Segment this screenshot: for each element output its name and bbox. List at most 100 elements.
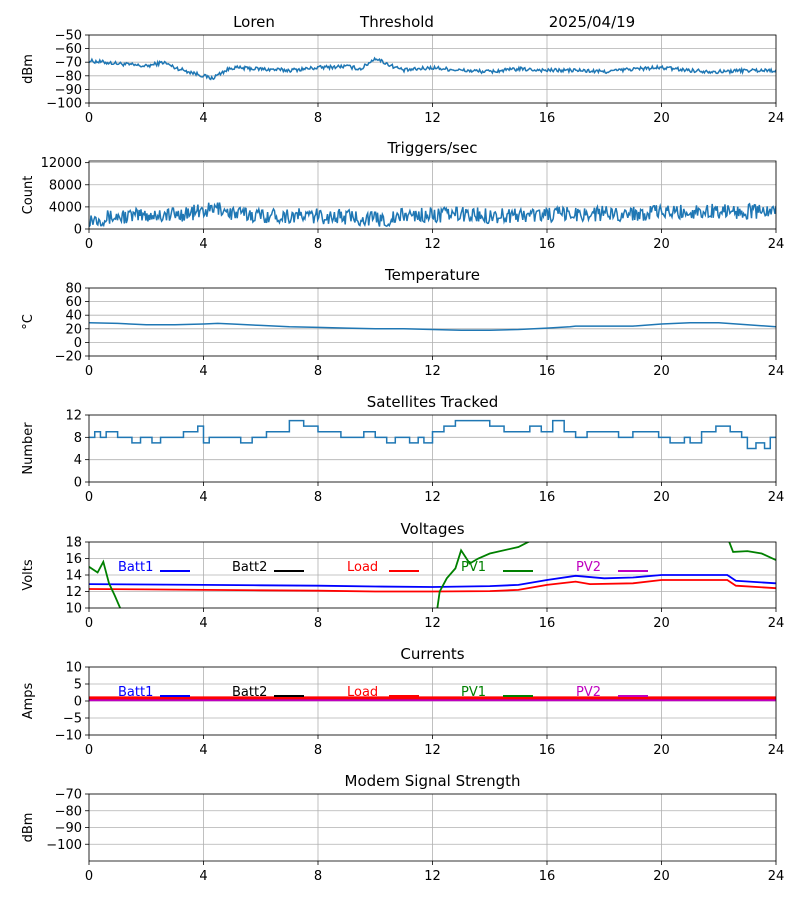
chart-mode: Threshold xyxy=(359,13,434,31)
voltages-ylabel: Volts xyxy=(21,559,36,591)
triggers-data xyxy=(89,202,776,228)
x-tick-label: 20 xyxy=(653,490,670,505)
x-tick-label: 4 xyxy=(199,111,207,126)
y-tick-label: 14 xyxy=(65,569,82,584)
y-tick-label: −10 xyxy=(55,729,82,744)
y-tick-label: −20 xyxy=(55,350,82,365)
modem-ylabel: dBm xyxy=(21,813,36,843)
triggers-title: Triggers/sec xyxy=(387,139,478,157)
satellites-ylabel: Number xyxy=(21,422,36,475)
modem-title: Modem Signal Strength xyxy=(345,772,521,790)
y-tick-label: 8 xyxy=(74,431,82,446)
x-tick-label: 16 xyxy=(539,490,556,505)
x-tick-label: 12 xyxy=(424,111,441,126)
y-tick-label: −60 xyxy=(55,42,82,57)
x-tick-label: 12 xyxy=(424,237,441,252)
x-tick-label: 20 xyxy=(653,869,670,884)
x-tick-label: 4 xyxy=(199,869,207,884)
y-tick-label: −5 xyxy=(63,712,82,727)
x-tick-label: 24 xyxy=(768,237,785,252)
y-tick-label: 0 xyxy=(74,223,82,238)
voltages-data xyxy=(89,542,776,608)
x-tick-label: 20 xyxy=(653,364,670,379)
y-tick-label: −90 xyxy=(55,83,82,98)
y-tick-label: −80 xyxy=(55,804,82,819)
x-tick-label: 20 xyxy=(653,743,670,758)
y-tick-label: 4000 xyxy=(49,200,82,215)
x-tick-label: 12 xyxy=(424,490,441,505)
y-tick-label: −80 xyxy=(55,69,82,84)
y-tick-label: 8000 xyxy=(49,178,82,193)
date-label: 2025/04/19 xyxy=(549,13,635,31)
x-tick-label: 12 xyxy=(424,616,441,631)
x-tick-label: 24 xyxy=(768,616,785,631)
y-tick-label: −50 xyxy=(55,29,82,44)
threshold-series-line xyxy=(89,56,776,81)
x-tick-label: 24 xyxy=(768,364,785,379)
x-tick-label: 0 xyxy=(85,237,93,252)
y-tick-label: 80 xyxy=(65,282,82,297)
temperature-series-line xyxy=(89,321,776,331)
y-tick-label: −100 xyxy=(46,838,82,853)
triggers-panel: 0 4 8 12 16 20 24 0 4000 8000 12000 Triggers/sec Cou… xyxy=(21,139,784,252)
x-tick-label: 0 xyxy=(85,616,93,631)
legend-label-batt2: Batt2 xyxy=(232,685,267,700)
y-tick-label: 10 xyxy=(65,661,82,676)
legend-label-pv1: PV1 xyxy=(461,560,486,575)
x-tick-label: 16 xyxy=(539,869,556,884)
x-tick-label: 4 xyxy=(199,364,207,379)
x-tick-label: 0 xyxy=(85,743,93,758)
legend-label-batt2: Batt2 xyxy=(232,560,267,575)
y-tick-label: 0 xyxy=(74,695,82,710)
legend-label-batt1: Batt1 xyxy=(118,685,153,700)
satellites-data xyxy=(89,419,776,450)
x-tick-label: 4 xyxy=(199,616,207,631)
temperature-data xyxy=(89,321,776,331)
x-tick-label: 4 xyxy=(199,743,207,758)
satellites-series-line xyxy=(89,419,776,450)
x-tick-label: 8 xyxy=(314,364,322,379)
y-tick-label: 18 xyxy=(65,536,82,551)
triggers-series-line xyxy=(89,202,776,228)
voltages-series-PV1-part2 xyxy=(728,542,776,561)
temperature-ylabel: °C xyxy=(21,314,36,330)
x-tick-label: 16 xyxy=(539,111,556,126)
y-tick-label: 16 xyxy=(65,552,82,567)
figure-header: Loren Threshold 2025/04/19 xyxy=(233,13,635,31)
satellites-panel: 0 4 8 12 16 20 24 0 4 8 12 Satellites Tracked Number xyxy=(21,393,784,505)
threshold-ylabel: dBm xyxy=(21,54,36,84)
y-tick-label: −100 xyxy=(46,97,82,112)
x-tick-label: 20 xyxy=(653,616,670,631)
x-tick-label: 4 xyxy=(199,237,207,252)
legend-label-pv2: PV2 xyxy=(576,560,601,575)
threshold-data xyxy=(89,56,776,81)
y-tick-label: 0 xyxy=(74,336,82,351)
x-tick-label: 8 xyxy=(314,490,322,505)
y-tick-label: 40 xyxy=(65,309,82,324)
x-tick-label: 0 xyxy=(85,364,93,379)
x-tick-label: 16 xyxy=(539,743,556,758)
x-tick-label: 12 xyxy=(424,869,441,884)
x-tick-label: 0 xyxy=(85,869,93,884)
y-tick-label: −90 xyxy=(55,821,82,836)
voltages-series-Load xyxy=(89,579,776,593)
y-tick-label: −70 xyxy=(55,788,82,803)
x-tick-label: 24 xyxy=(768,869,785,884)
x-tick-label: 20 xyxy=(653,111,670,126)
y-tick-label: 10 xyxy=(65,602,82,617)
y-tick-label: 4 xyxy=(74,453,82,468)
currents-ylabel: Amps xyxy=(21,682,36,719)
x-tick-label: 24 xyxy=(768,490,785,505)
legend-label-batt1: Batt1 xyxy=(118,560,153,575)
triggers-ylabel: Count xyxy=(21,176,36,215)
x-tick-label: 12 xyxy=(424,743,441,758)
x-tick-label: 16 xyxy=(539,364,556,379)
y-tick-label: 5 xyxy=(74,678,82,693)
x-tick-label: 8 xyxy=(314,616,322,631)
voltages-series-PV1-part1 xyxy=(436,542,531,608)
x-tick-label: 8 xyxy=(314,111,322,126)
currents-data xyxy=(89,696,776,702)
